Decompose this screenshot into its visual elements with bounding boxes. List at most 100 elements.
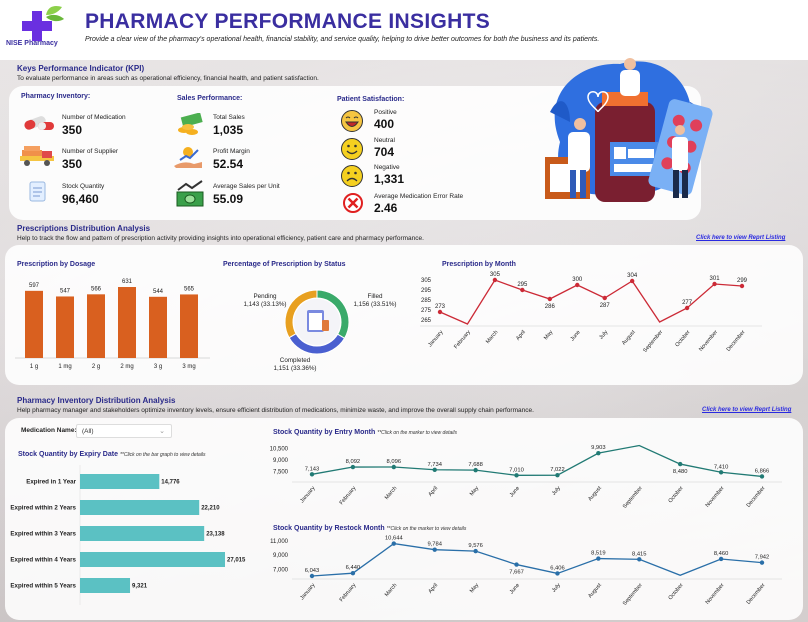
y-tick-label: 285 — [421, 298, 432, 304]
bar-value-label: 9,321 — [132, 584, 148, 590]
x-tick-label: July — [551, 582, 562, 594]
restock-chart-note: **Click on the marker to view details — [386, 526, 467, 532]
data-marker[interactable] — [596, 450, 601, 456]
x-tick-label: November — [705, 582, 726, 605]
data-marker[interactable] — [629, 278, 635, 284]
data-marker[interactable] — [759, 560, 765, 565]
data-marker[interactable] — [432, 547, 437, 552]
kpi-label: Total Sales — [213, 114, 245, 121]
kpi-value-medication: 350 — [62, 123, 83, 137]
data-marker[interactable] — [555, 571, 560, 576]
x-tick-label: March — [384, 582, 398, 598]
bar-3-g[interactable] — [149, 296, 167, 358]
y-tick-label: 9,000 — [273, 458, 289, 464]
bar-3-mg[interactable] — [180, 294, 198, 358]
kpi-label: Neutral — [374, 137, 395, 144]
data-value-label: 6,406 — [550, 565, 565, 571]
data-value-label: 9,903 — [591, 445, 606, 451]
x-tick-label: June — [509, 485, 521, 498]
slice-value-label: 1,156 (33.51%) — [353, 301, 396, 308]
slice-name-label: Filled — [367, 293, 383, 300]
data-marker[interactable] — [555, 473, 560, 478]
month-chart-title: Prescription by Month — [442, 261, 516, 268]
prescription-report-link[interactable]: Click here to view Reprt Listing — [696, 235, 786, 241]
inventory-report-link[interactable]: Click here to view Reprt Listing — [702, 407, 792, 413]
data-marker[interactable] — [350, 571, 356, 576]
data-marker[interactable] — [492, 277, 498, 283]
data-marker[interactable] — [437, 309, 443, 315]
bar-2-mg[interactable] — [118, 287, 136, 358]
y-tick-label: 11,000 — [270, 539, 289, 545]
data-marker[interactable] — [637, 557, 642, 562]
dosage-chart-title: Prescription by Dosage — [17, 261, 96, 268]
medication-filter-select[interactable]: (All) ⌄ — [76, 424, 172, 438]
expiry-chart-note: **Click on the bar graph to view details — [119, 452, 206, 458]
data-marker[interactable] — [514, 473, 519, 478]
data-marker[interactable] — [432, 467, 437, 472]
expiry-bar[interactable] — [80, 474, 160, 489]
data-value-label: 273 — [435, 304, 446, 310]
expiry-bar[interactable] — [80, 578, 131, 593]
page-title: PHARMACY PERFORMANCE INSIGHTS — [85, 10, 491, 33]
y-category-label: Expired within 2 Years — [10, 505, 76, 512]
bar-1-g[interactable] — [25, 290, 43, 358]
data-marker[interactable] — [309, 573, 315, 579]
data-value-label: 7,688 — [468, 462, 483, 468]
bar-1-mg[interactable] — [56, 296, 74, 358]
data-value-label: 7,942 — [755, 555, 770, 561]
y-tick-label: 7,500 — [273, 470, 289, 476]
data-marker[interactable] — [596, 556, 601, 561]
data-marker[interactable] — [712, 281, 717, 287]
pill-bottle-icon — [322, 320, 329, 331]
y-tick-label: 10,500 — [270, 447, 289, 453]
data-marker[interactable] — [520, 287, 525, 293]
kpi-label: Number of Medication — [62, 114, 126, 121]
data-marker[interactable] — [759, 474, 765, 479]
dosage-chart: 597 1 g 547 1 mg 566 2 g 631 2 mg 544 3 g 565 3 mg — [15, 279, 210, 370]
expiry-bar[interactable] — [80, 500, 200, 515]
data-marker[interactable] — [677, 461, 683, 467]
expiry-chart-title-text: Stock Quantity by Expiry Date — [18, 451, 118, 458]
data-value-label: 305 — [490, 272, 501, 278]
y-category-label: Expired within 5 Years — [10, 583, 76, 590]
expiry-bar[interactable] — [80, 552, 225, 567]
inventory-card — [5, 418, 803, 620]
x-tick-label: January — [299, 485, 316, 504]
donut-slice-pending[interactable] — [284, 289, 318, 339]
data-marker[interactable] — [718, 470, 724, 475]
entry-chart-title: Stock Quantity by Entry Month **Click on… — [273, 429, 457, 436]
data-value-label: 304 — [627, 273, 638, 279]
data-marker[interactable] — [350, 464, 356, 470]
logo-cross-icon — [22, 5, 64, 41]
inventory-section-title: Pharmacy Inventory Distribution Analysis — [17, 396, 176, 405]
medication-filter-label: Medication Name: — [21, 427, 77, 434]
data-value-label: 300 — [572, 277, 583, 283]
data-marker[interactable] — [575, 282, 580, 288]
restock-chart-title: Stock Quantity by Restock Month **Click … — [273, 525, 466, 532]
data-marker[interactable] — [739, 283, 745, 289]
bar-2-g[interactable] — [87, 294, 105, 358]
x-tick-label: 1 mg — [58, 364, 71, 370]
x-tick-label: June — [509, 582, 521, 595]
y-category-label: Expired in 1 Year — [26, 479, 76, 486]
data-marker[interactable] — [473, 467, 478, 473]
data-marker[interactable] — [602, 295, 607, 301]
y-tick-label: 7,000 — [273, 567, 289, 573]
data-marker[interactable] — [391, 541, 397, 546]
data-marker[interactable] — [514, 562, 519, 567]
x-tick-label: October — [668, 582, 685, 601]
hand-coin-growth-icon — [172, 146, 206, 175]
data-marker[interactable] — [684, 305, 690, 311]
data-marker[interactable] — [473, 548, 478, 554]
expiry-bar[interactable] — [80, 526, 205, 541]
restock-chart-title-text: Stock Quantity by Restock Month — [273, 525, 385, 532]
data-marker[interactable] — [391, 464, 397, 470]
x-tick-label: 2 mg — [120, 364, 133, 370]
data-marker[interactable] — [547, 296, 553, 302]
data-value-label: 6,866 — [755, 468, 770, 474]
medication-filter-value: (All) — [82, 428, 94, 435]
x-tick-label: January — [427, 329, 444, 348]
x-tick-label: April — [428, 485, 440, 497]
data-marker[interactable] — [718, 556, 724, 562]
data-marker[interactable] — [309, 472, 315, 477]
